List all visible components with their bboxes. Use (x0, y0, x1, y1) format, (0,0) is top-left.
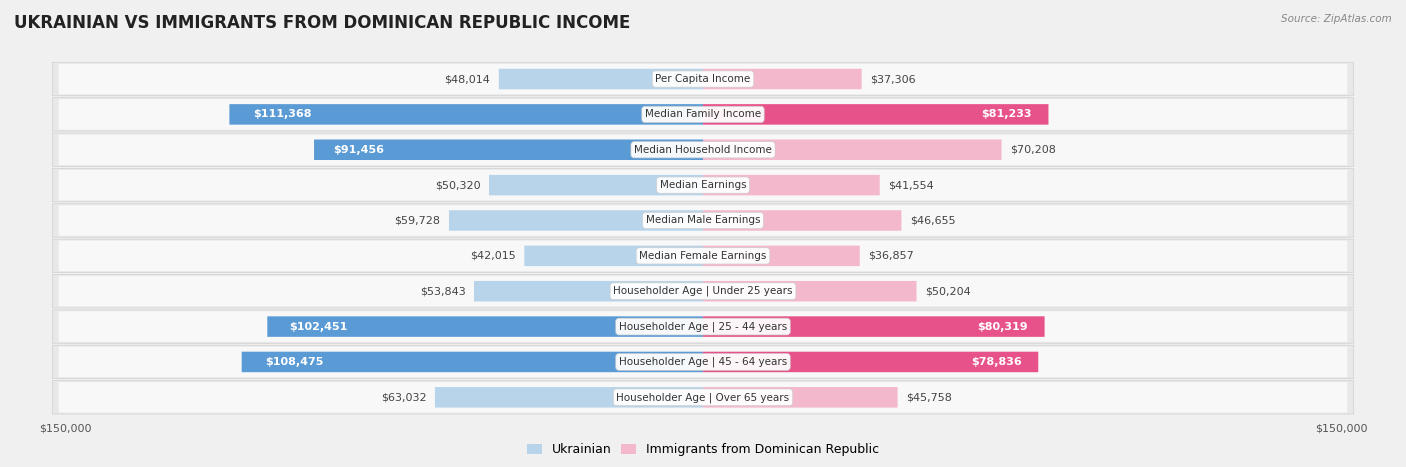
Text: Median Family Income: Median Family Income (645, 109, 761, 120)
FancyBboxPatch shape (59, 205, 1347, 236)
FancyBboxPatch shape (314, 140, 703, 160)
FancyBboxPatch shape (52, 381, 1354, 414)
FancyBboxPatch shape (52, 133, 1354, 166)
Text: Median Male Earnings: Median Male Earnings (645, 215, 761, 226)
FancyBboxPatch shape (703, 210, 901, 231)
FancyBboxPatch shape (59, 99, 1347, 130)
FancyBboxPatch shape (703, 69, 862, 89)
FancyBboxPatch shape (489, 175, 703, 195)
FancyBboxPatch shape (242, 352, 703, 372)
Text: Per Capita Income: Per Capita Income (655, 74, 751, 84)
Text: $59,728: $59,728 (395, 215, 440, 226)
FancyBboxPatch shape (59, 347, 1347, 377)
FancyBboxPatch shape (449, 210, 703, 231)
FancyBboxPatch shape (267, 316, 703, 337)
Text: Median Earnings: Median Earnings (659, 180, 747, 190)
FancyBboxPatch shape (703, 281, 917, 302)
Text: Median Female Earnings: Median Female Earnings (640, 251, 766, 261)
FancyBboxPatch shape (499, 69, 703, 89)
FancyBboxPatch shape (59, 134, 1347, 165)
FancyBboxPatch shape (59, 170, 1347, 200)
Legend: Ukrainian, Immigrants from Dominican Republic: Ukrainian, Immigrants from Dominican Rep… (522, 439, 884, 461)
Text: $50,320: $50,320 (434, 180, 481, 190)
FancyBboxPatch shape (52, 98, 1354, 131)
FancyBboxPatch shape (52, 204, 1354, 237)
Text: $108,475: $108,475 (264, 357, 323, 367)
FancyBboxPatch shape (703, 316, 1045, 337)
FancyBboxPatch shape (434, 387, 703, 408)
FancyBboxPatch shape (59, 64, 1347, 94)
Text: Median Household Income: Median Household Income (634, 145, 772, 155)
FancyBboxPatch shape (52, 62, 1354, 96)
FancyBboxPatch shape (59, 382, 1347, 412)
Text: UKRAINIAN VS IMMIGRANTS FROM DOMINICAN REPUBLIC INCOME: UKRAINIAN VS IMMIGRANTS FROM DOMINICAN R… (14, 14, 630, 32)
Text: $80,319: $80,319 (977, 322, 1028, 332)
FancyBboxPatch shape (52, 239, 1354, 273)
FancyBboxPatch shape (703, 140, 1001, 160)
Text: Householder Age | Over 65 years: Householder Age | Over 65 years (616, 392, 790, 403)
Text: Source: ZipAtlas.com: Source: ZipAtlas.com (1281, 14, 1392, 24)
Text: $102,451: $102,451 (290, 322, 347, 332)
Text: $53,843: $53,843 (420, 286, 465, 296)
FancyBboxPatch shape (59, 241, 1347, 271)
FancyBboxPatch shape (524, 246, 703, 266)
Text: $46,655: $46,655 (910, 215, 956, 226)
FancyBboxPatch shape (703, 387, 897, 408)
Text: Householder Age | Under 25 years: Householder Age | Under 25 years (613, 286, 793, 297)
Text: $81,233: $81,233 (981, 109, 1031, 120)
FancyBboxPatch shape (59, 276, 1347, 306)
FancyBboxPatch shape (229, 104, 703, 125)
FancyBboxPatch shape (474, 281, 703, 302)
Text: $70,208: $70,208 (1010, 145, 1056, 155)
FancyBboxPatch shape (703, 352, 1038, 372)
Text: Householder Age | 25 - 44 years: Householder Age | 25 - 44 years (619, 321, 787, 332)
Text: $36,857: $36,857 (869, 251, 914, 261)
Text: $91,456: $91,456 (333, 145, 384, 155)
Text: $37,306: $37,306 (870, 74, 915, 84)
FancyBboxPatch shape (52, 169, 1354, 202)
FancyBboxPatch shape (703, 104, 1049, 125)
Text: $50,204: $50,204 (925, 286, 970, 296)
FancyBboxPatch shape (52, 275, 1354, 308)
Text: $78,836: $78,836 (970, 357, 1022, 367)
Text: $63,032: $63,032 (381, 392, 426, 402)
Text: $41,554: $41,554 (889, 180, 934, 190)
Text: $48,014: $48,014 (444, 74, 491, 84)
Text: Householder Age | 45 - 64 years: Householder Age | 45 - 64 years (619, 357, 787, 367)
Text: $45,758: $45,758 (905, 392, 952, 402)
Text: $111,368: $111,368 (253, 109, 312, 120)
FancyBboxPatch shape (52, 310, 1354, 343)
FancyBboxPatch shape (703, 175, 880, 195)
FancyBboxPatch shape (703, 246, 859, 266)
Text: $42,015: $42,015 (470, 251, 516, 261)
FancyBboxPatch shape (59, 311, 1347, 342)
FancyBboxPatch shape (52, 345, 1354, 379)
